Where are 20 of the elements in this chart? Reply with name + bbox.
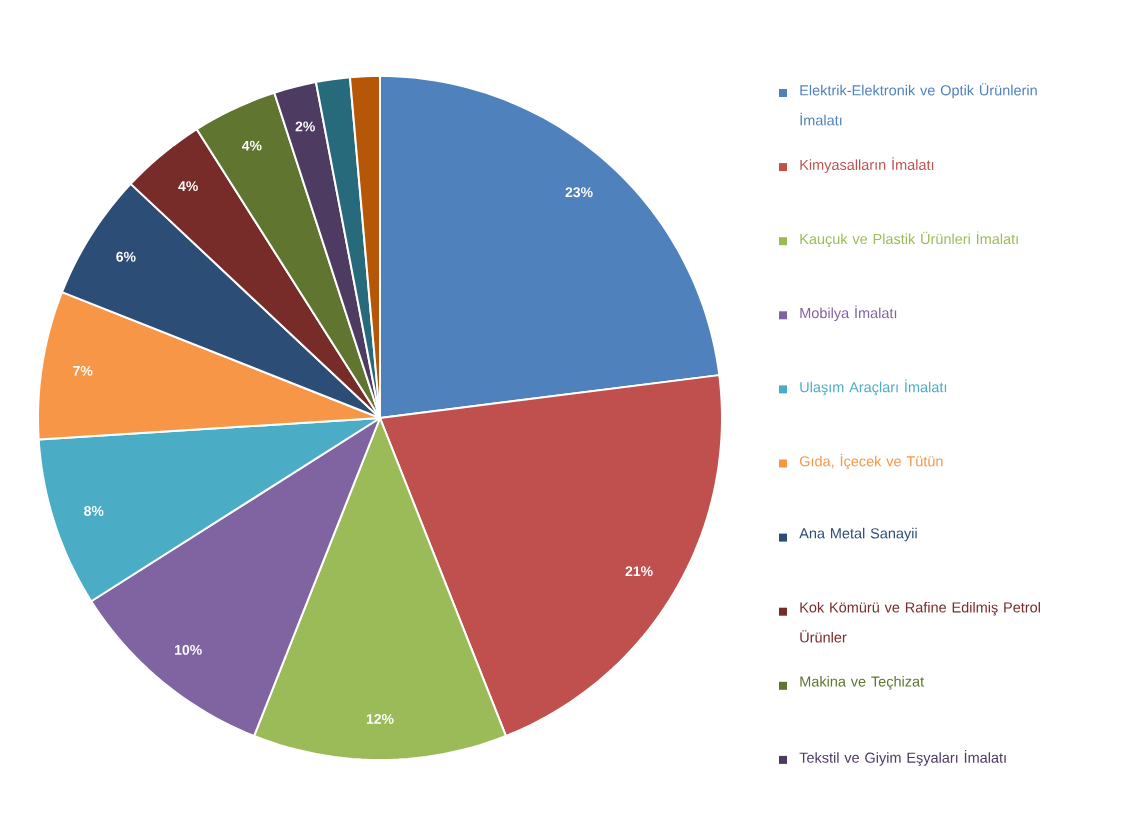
data-label: 23% <box>565 187 593 198</box>
data-label: 2% <box>295 121 315 132</box>
data-label: 21% <box>625 566 653 577</box>
legend-label: Kauçuk ve Plastik Ürünleri İmalatı <box>800 231 1018 248</box>
data-label: 6% <box>116 251 136 262</box>
legend-label: Makina ve Teçhizat <box>800 676 924 690</box>
legend-label: Ana Metal Sanayii <box>799 527 917 542</box>
data-label: 8% <box>84 506 104 516</box>
data-label: 4% <box>241 140 262 151</box>
legend-label: Tekstil ve Giyim Eşyaları İmalatı <box>799 750 1006 766</box>
legend-label: Gıda, İçecek ve Tütün <box>799 453 943 470</box>
legend-label: Elektrik-Elektronik ve Optik Ürünlerin İmalatı <box>800 83 1037 126</box>
data-label: 7% <box>73 365 93 376</box>
data-label: 10% <box>175 644 202 655</box>
data-label: 4% <box>178 181 198 192</box>
legend-label: Mobilya İmalatı <box>800 305 897 322</box>
legend-label: Kok Kömürü ve Rafine Edilmiş Petrol Ürünler <box>800 601 1040 643</box>
legend-label: Kimyasalların İmalatı <box>800 157 934 173</box>
data-label: 12% <box>366 714 394 724</box>
legend-label: Ulaşım Araçları İmalatı <box>800 379 947 396</box>
